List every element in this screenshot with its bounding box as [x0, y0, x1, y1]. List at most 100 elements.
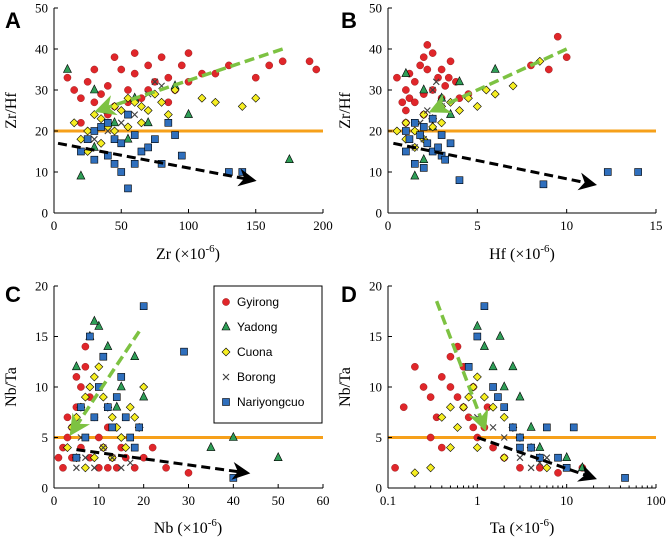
point-cuona-6 — [89, 372, 99, 382]
point-yadong-4 — [143, 117, 153, 127]
point-borong-3 — [429, 86, 437, 94]
point-yadong-9 — [273, 452, 283, 462]
y-tick-label: 0 — [376, 206, 383, 221]
x-tick-label: 20 — [137, 493, 150, 508]
point-cuona-16 — [446, 402, 455, 412]
point-borong-6 — [126, 459, 134, 467]
green-trend-arrow — [434, 300, 489, 432]
point-gyirong-26 — [90, 65, 99, 74]
point-cuona-15 — [170, 85, 180, 95]
point-yadong-0 — [71, 361, 81, 371]
point-yadong-legend — [221, 321, 231, 331]
point-nariyongcuo-11 — [130, 443, 139, 452]
point-yadong-1 — [479, 340, 489, 350]
point-borong-1 — [81, 454, 89, 462]
point-gyirong-7 — [446, 383, 455, 391]
y-axis-label: Nb/Ta — [3, 367, 20, 407]
point-nariyongcuo-9 — [121, 413, 130, 422]
point-cuona-18 — [535, 56, 545, 66]
black-trend-arrow — [393, 141, 597, 191]
point-yadong-2 — [94, 320, 104, 330]
point-gyirong-5 — [97, 90, 105, 98]
point-gyirong-1 — [399, 403, 408, 412]
point-cuona-22 — [110, 126, 119, 136]
point-cuona-15 — [130, 412, 140, 422]
point-gyirong-19 — [184, 469, 193, 477]
point-cuona-0 — [69, 118, 79, 128]
point-gyirong-13 — [112, 463, 121, 472]
point-nariyongcuo-6 — [117, 139, 126, 148]
point-cuona-24 — [137, 118, 146, 128]
point-cuona-19 — [251, 93, 261, 103]
point-yadong-4 — [454, 76, 464, 86]
black-trend-arrow — [476, 436, 597, 482]
point-gyirong-8 — [453, 393, 462, 401]
point-yadong-0 — [401, 67, 411, 77]
point-cuona-17 — [139, 382, 149, 392]
y-tick-label: 40 — [35, 42, 48, 57]
black-trend-arrow — [76, 448, 251, 480]
point-cuona-4 — [80, 392, 90, 402]
y-tick-label: 5 — [376, 430, 383, 445]
point-yadong-5 — [526, 421, 536, 431]
point-gyirong-2 — [405, 94, 414, 102]
point-cuona-21 — [96, 138, 106, 148]
point-nariyongcuo-14 — [539, 180, 548, 189]
point-nariyongcuo-6 — [108, 423, 117, 432]
point-nariyongcuo-16 — [86, 332, 94, 341]
point-cuona-9 — [488, 402, 498, 412]
point-yadong-5 — [490, 63, 500, 73]
point-nariyongcuo-19 — [90, 155, 99, 164]
point-nariyongcuo-1 — [473, 332, 482, 341]
point-nariyongcuo-13 — [164, 119, 173, 127]
point-gyirong-28 — [130, 49, 139, 57]
point-gyirong-1 — [402, 86, 410, 94]
y-axis-label: Nb/Ta — [337, 367, 354, 407]
point-gyirong-6 — [104, 82, 112, 90]
point-gyirong-18 — [184, 49, 193, 57]
point-borong-4 — [432, 78, 440, 86]
point-borong-2 — [500, 434, 508, 441]
point-nariyongcuo-9 — [543, 423, 551, 432]
point-gyirong-26 — [423, 41, 432, 49]
point-cuona-17 — [392, 126, 402, 136]
point-borong-3 — [99, 444, 107, 451]
point-cuona-11 — [508, 81, 518, 91]
x-tick-label: 0 — [51, 493, 58, 508]
point-cuona-11 — [143, 106, 153, 115]
point-nariyongcuo-3 — [416, 131, 424, 139]
y-tick-label: 15 — [369, 329, 382, 344]
point-gyirong-22 — [545, 65, 553, 74]
point-gyirong-7 — [428, 49, 437, 57]
point-yadong-1 — [419, 84, 429, 94]
point-gyirong-6 — [437, 373, 446, 381]
point-yadong-7 — [284, 154, 294, 163]
x-tick-label: 10 — [560, 218, 573, 233]
point-gyirong-10 — [441, 82, 449, 90]
x-tick-label: 100 — [646, 493, 666, 508]
point-gyirong-19 — [553, 32, 562, 41]
x-tick-label: 50 — [115, 218, 128, 233]
point-gyirong-29 — [148, 443, 157, 452]
point-gyirong-16 — [516, 463, 524, 472]
data-points — [391, 302, 629, 482]
point-nariyongcuo-2 — [410, 119, 419, 127]
point-nariyongcuo-15 — [229, 474, 238, 482]
point-yadong-7 — [562, 452, 572, 462]
x-tick-label: 5 — [474, 218, 481, 233]
point-gyirong-14 — [402, 106, 410, 115]
point-nariyongcuo-2 — [480, 302, 489, 311]
point-cuona-0 — [63, 443, 72, 453]
point-yadong-4 — [116, 381, 126, 391]
point-nariyongcuo-23 — [130, 160, 139, 168]
point-cuona-10 — [499, 412, 509, 422]
point-cuona-8 — [98, 392, 108, 402]
point-gyirong-15 — [410, 98, 419, 107]
point-yadong-6 — [139, 391, 149, 401]
point-gyirong-5 — [419, 53, 428, 62]
point-nariyongcuo-6 — [516, 433, 524, 442]
point-gyirong-17 — [177, 61, 186, 70]
point-gyirong-12 — [144, 61, 152, 70]
point-cuona-15 — [542, 463, 552, 473]
y-tick-label: 10 — [369, 165, 382, 180]
